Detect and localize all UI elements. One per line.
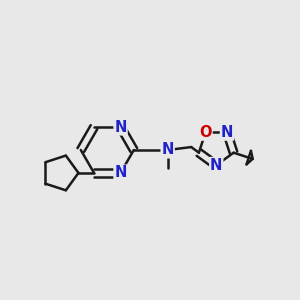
Text: N: N [114,120,127,135]
Text: N: N [210,158,222,173]
Text: O: O [199,125,212,140]
Text: N: N [114,165,127,180]
Text: N: N [221,125,233,140]
Text: N: N [161,142,174,158]
